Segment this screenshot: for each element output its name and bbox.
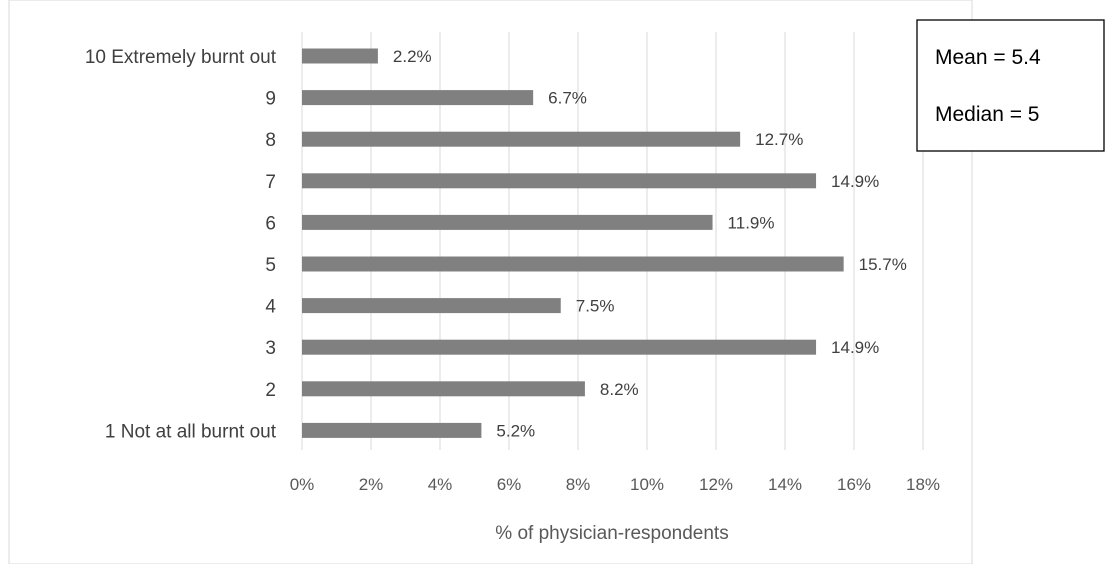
category-label: 10 Extremely burnt out	[85, 47, 277, 68]
bars	[302, 48, 844, 438]
mean-label: Mean = 5.4	[935, 46, 1041, 69]
category-label: 2	[265, 380, 276, 401]
bar	[302, 173, 817, 189]
data-label: 7.5%	[576, 297, 615, 316]
median-label: Median = 5	[935, 103, 1040, 126]
data-labels: 2.2% 6.7% 12.7% 14.9% 11.9% 15.7% 7.5% 14.9% 8.2…	[393, 47, 907, 440]
category-label: 3	[265, 338, 276, 359]
data-label: 11.9%	[728, 213, 775, 232]
bar	[302, 131, 741, 147]
category-label: 9	[265, 89, 276, 110]
chart-area-border	[8, 0, 973, 565]
bar	[302, 298, 561, 314]
x-tick-label: 18%	[906, 475, 940, 494]
data-label: 12.7%	[755, 130, 803, 149]
stats-box: Mean = 5.4 Median = 5	[916, 19, 1105, 152]
category-labels: 10 Extremely burnt out 9 8 7 6 5 4 3 2 1 Not at a…	[85, 47, 277, 442]
x-tick-labels: 0% 2% 4% 6% 8% 10% 12% 14% 16% 18%	[290, 475, 940, 494]
bar	[302, 339, 817, 355]
x-tick-label: 12%	[699, 475, 733, 494]
data-label: 6.7%	[548, 89, 587, 108]
category-label: 4	[265, 297, 276, 318]
data-label: 14.9%	[831, 172, 879, 191]
category-label: 1 Not at all burnt out	[105, 421, 277, 442]
bar	[302, 214, 713, 230]
x-tick-label: 4%	[428, 475, 453, 494]
x-tick-label: 16%	[837, 475, 871, 494]
x-tick-label: 8%	[566, 475, 591, 494]
data-label: 8.2%	[600, 380, 639, 399]
data-label: 2.2%	[393, 47, 432, 66]
category-label: 8	[265, 130, 276, 151]
bar	[302, 422, 482, 438]
data-label: 5.2%	[496, 421, 535, 440]
category-label: 7	[265, 172, 276, 193]
bar	[302, 48, 378, 64]
x-tick-label: 6%	[497, 475, 522, 494]
category-label: 6	[265, 213, 276, 234]
data-label: 15.7%	[859, 255, 907, 274]
x-tick-label: 2%	[359, 475, 384, 494]
bar	[302, 90, 534, 106]
x-tick-label: 14%	[768, 475, 802, 494]
category-label: 5	[265, 255, 276, 276]
bar	[302, 381, 585, 397]
x-axis-title: % of physician-respondents	[495, 523, 728, 544]
data-label: 14.9%	[831, 338, 879, 357]
stats-box-border	[916, 19, 1105, 152]
bar	[302, 256, 844, 272]
x-tick-label: 0%	[290, 475, 315, 494]
x-tick-label: 10%	[630, 475, 664, 494]
